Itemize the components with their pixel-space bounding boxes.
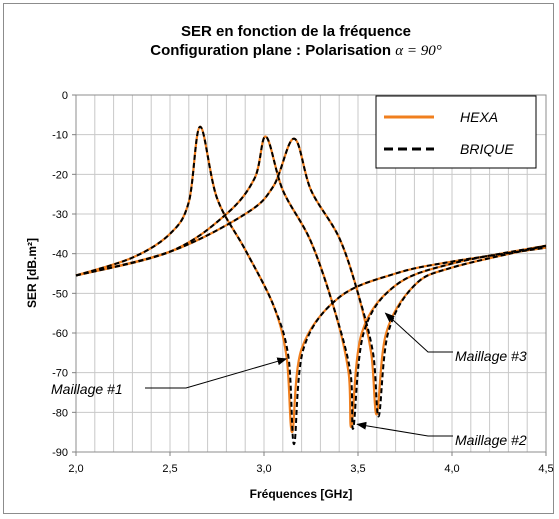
annotation-label: Maillage #3 — [455, 348, 527, 364]
annotation-label: Maillage #1 — [51, 381, 123, 397]
x-tick-label: 4,0 — [444, 463, 459, 475]
y-tick-label: -20 — [52, 169, 68, 181]
series-line-hexa-2 — [75, 135, 547, 428]
x-tick-label: 3,0 — [256, 463, 271, 475]
x-tick-label: 2,0 — [68, 463, 83, 475]
annotation-arrow — [145, 357, 288, 389]
series-line-brique-1 — [75, 125, 547, 446]
y-axis-label: SER [dB.m²] — [25, 238, 39, 308]
y-tick-label: 0 — [62, 90, 68, 102]
x-tick-labels: 2,0 2,5 3,0 3,5 4,0 4,5 — [68, 452, 554, 475]
x-tick-label: 3,5 — [350, 463, 365, 475]
y-tick-label: -80 — [52, 407, 68, 419]
legend-label-hexa: HEXA — [460, 109, 498, 125]
chart-title-line1: SER en fonction de la fréquence — [181, 23, 411, 40]
legend-label-brique: BRIQUE — [460, 141, 514, 157]
y-tick-label: -70 — [52, 368, 68, 380]
y-tick-label: -90 — [52, 447, 68, 459]
x-axis-label: Fréquences [GHz] — [250, 487, 353, 501]
x-tick-label: 2,5 — [162, 463, 177, 475]
x-tick-label: 4,5 — [538, 463, 553, 475]
annotation-label: Maillage #2 — [455, 432, 527, 448]
series-line-hexa-1 — [75, 125, 547, 434]
annotation-arrow — [384, 312, 453, 353]
series-layer — [75, 125, 547, 446]
plot-area — [75, 94, 547, 453]
y-tick-label: -10 — [52, 130, 68, 142]
legend: HEXA BRIQUE — [375, 95, 537, 169]
series-line-brique-3 — [75, 137, 547, 418]
series-line-brique-2 — [75, 135, 547, 430]
y-tick-label: -40 — [52, 249, 68, 261]
y-tick-labels: 0 -10 -20 -30 -40 -50 -60 -70 -80 -90 — [52, 90, 76, 459]
chart-title-line2-prefix: Configuration plane : Polarisation — [150, 42, 395, 59]
y-tick-label: -60 — [52, 328, 68, 340]
y-tick-label: -50 — [52, 288, 68, 300]
y-tick-label: -30 — [52, 209, 68, 221]
annotation-arrow — [356, 421, 453, 437]
chart-title-symbol: α = 90° — [395, 43, 442, 59]
legend-box — [375, 95, 537, 169]
chart-title-line2: Configuration plane : Polarisation α = 9… — [150, 42, 442, 59]
annotations: Maillage #1 Maillage #2 Maillage #3 — [51, 312, 527, 448]
